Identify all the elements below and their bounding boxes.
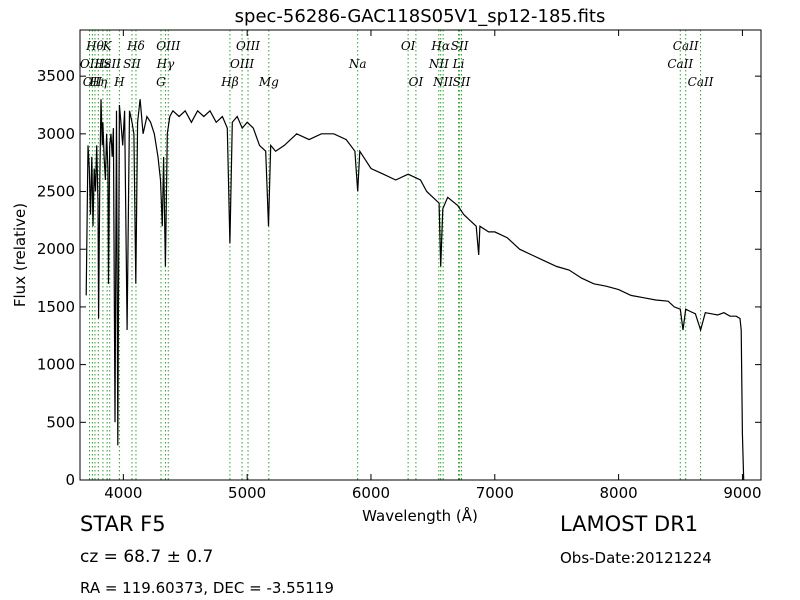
line-marker-label: SII (451, 39, 469, 53)
coordinates: RA = 119.60373, DEC = -3.55119 (80, 579, 334, 597)
spectrum-series-line (85, 99, 745, 481)
line-marker-label: Hδ (126, 39, 145, 53)
line-marker-label: SII (453, 75, 471, 89)
line-marker-label: Hα (430, 39, 450, 53)
line-marker-label: OII (83, 75, 103, 89)
spectral-line-markers (89, 30, 702, 480)
x-tick-label: 5000 (228, 484, 266, 502)
line-marker-label: Hθ (85, 39, 104, 53)
y-tick-label: 2500 (37, 183, 75, 201)
observation-date: Obs-Date:20121224 (560, 549, 712, 567)
line-marker-label: Mg (258, 75, 279, 89)
object-class: STAR F5 (80, 512, 166, 536)
line-marker-label: CaII (667, 57, 693, 71)
line-marker-label: OIII (236, 39, 260, 53)
line-marker-label: OIII (156, 39, 180, 53)
y-tick-label: 2000 (37, 240, 75, 258)
line-marker-label: CaII (688, 75, 714, 89)
line-marker-label: G (156, 75, 166, 89)
line-marker-label: OI (401, 39, 416, 53)
line-marker-label: Hη (88, 75, 107, 89)
survey-name: LAMOST DR1 (560, 512, 699, 536)
y-tick-label: 1000 (37, 356, 75, 374)
line-marker-label: Hβ (220, 75, 238, 89)
y-tick-label: 500 (46, 413, 75, 431)
line-marker-label: OIII (230, 57, 254, 71)
x-tick-label: 4000 (104, 484, 142, 502)
line-marker-label: OII (80, 57, 100, 71)
line-marker-label: SII (123, 57, 141, 71)
line-marker-label: NII (432, 75, 453, 89)
redshift-cz: cz = 68.7 ± 0.7 (80, 547, 214, 567)
y-axis-label: Flux (relative) (11, 203, 29, 307)
line-marker-label: Hε (93, 57, 111, 71)
x-tick-label: 8000 (600, 484, 638, 502)
line-marker-label: OI (409, 75, 424, 89)
x-tick-label: 7000 (476, 484, 514, 502)
y-tick-label: 1500 (37, 298, 75, 316)
line-marker-label: NII (428, 57, 449, 71)
y-tick-label: 3500 (37, 67, 75, 85)
line-marker-label: Hγ (156, 57, 175, 71)
chart-title: spec-56286-GAC118S05V1_sp12-185.fits (235, 6, 606, 27)
spectral-line-labels: OII OII Hθ Hη Hε K ISII H SII Hδ G Hγ OIII Hβ OIII OIII… (80, 39, 714, 89)
x-tick-label: 6000 (352, 484, 390, 502)
line-marker-label: CaII (673, 39, 699, 53)
x-tick-label: 9000 (723, 484, 761, 502)
x-axis-label: Wavelength (Å) (362, 506, 478, 525)
y-axis-ticks: 0 500 1000 1500 2000 2500 3000 3500 (37, 67, 761, 489)
line-marker-label: ISII (97, 57, 121, 71)
line-marker-label: Li (452, 57, 465, 71)
line-marker-label: Na (348, 57, 367, 71)
y-tick-label: 0 (65, 471, 75, 489)
y-tick-label: 3000 (37, 125, 75, 143)
line-marker-label: H (113, 75, 125, 89)
x-axis-ticks: 4000 5000 6000 7000 8000 9000 (104, 30, 762, 502)
line-marker-label: K (102, 39, 113, 53)
plot-frame (79, 29, 762, 481)
